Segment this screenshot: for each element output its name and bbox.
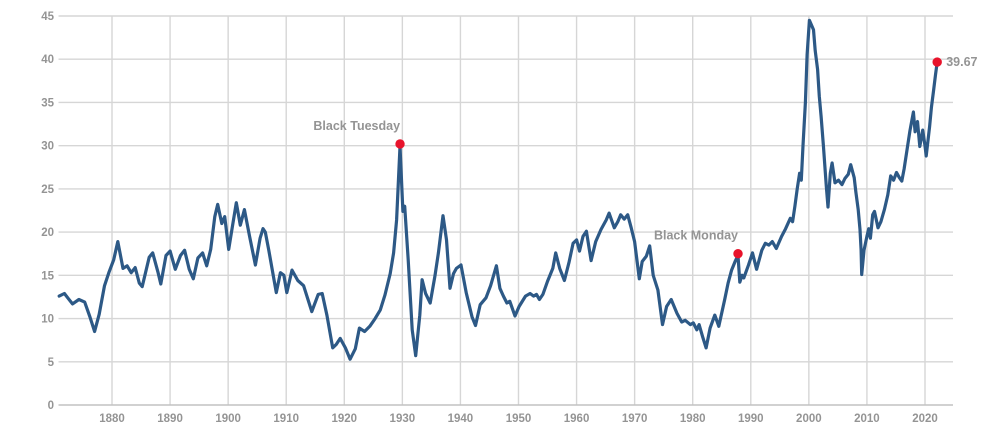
black-tuesday-label: Black Tuesday — [313, 119, 400, 133]
black-monday-marker — [733, 249, 743, 259]
x-axis-tick-label: 1930 — [390, 413, 416, 425]
y-axis-tick-label: 25 — [41, 184, 54, 196]
x-axis-tick-label: 1940 — [448, 413, 474, 425]
y-axis-tick-label: 45 — [41, 11, 54, 23]
y-axis-tick-label: 35 — [41, 97, 54, 109]
y-axis-tick-label: 0 — [48, 400, 54, 412]
x-axis-tick-label: 1900 — [215, 413, 241, 425]
x-axis-tick-label: 1970 — [622, 413, 648, 425]
y-axis-tick-label: 15 — [41, 270, 54, 282]
x-axis-tick-label: 1990 — [738, 413, 764, 425]
x-axis-tick-label: 1880 — [99, 413, 125, 425]
x-axis-tick-label: 1920 — [331, 413, 357, 425]
x-axis-tick-label: 1890 — [157, 413, 183, 425]
x-axis-tick-label: 1910 — [273, 413, 299, 425]
x-axis-tick-label: 2010 — [854, 413, 880, 425]
cape-ratio-line — [57, 18, 939, 361]
latest-value-marker — [932, 57, 942, 67]
black-monday-label: Black Monday — [654, 229, 738, 243]
y-axis-tick-label: 30 — [41, 141, 54, 153]
y-axis-tick-label: 10 — [41, 314, 54, 326]
x-axis-tick-label: 1980 — [680, 413, 706, 425]
black-tuesday-marker — [395, 139, 405, 149]
y-axis-tick-label: 20 — [41, 227, 54, 239]
x-axis-tick-label: 1960 — [564, 413, 590, 425]
x-axis-tick-label: 1950 — [506, 413, 532, 425]
latest-value-label: 39.67 — [946, 55, 977, 69]
y-axis-tick-label: 5 — [48, 357, 55, 369]
y-axis-tick-label: 40 — [41, 54, 54, 66]
x-axis-tick-label: 2000 — [796, 413, 822, 425]
x-axis-tick-label: 2020 — [912, 413, 938, 425]
